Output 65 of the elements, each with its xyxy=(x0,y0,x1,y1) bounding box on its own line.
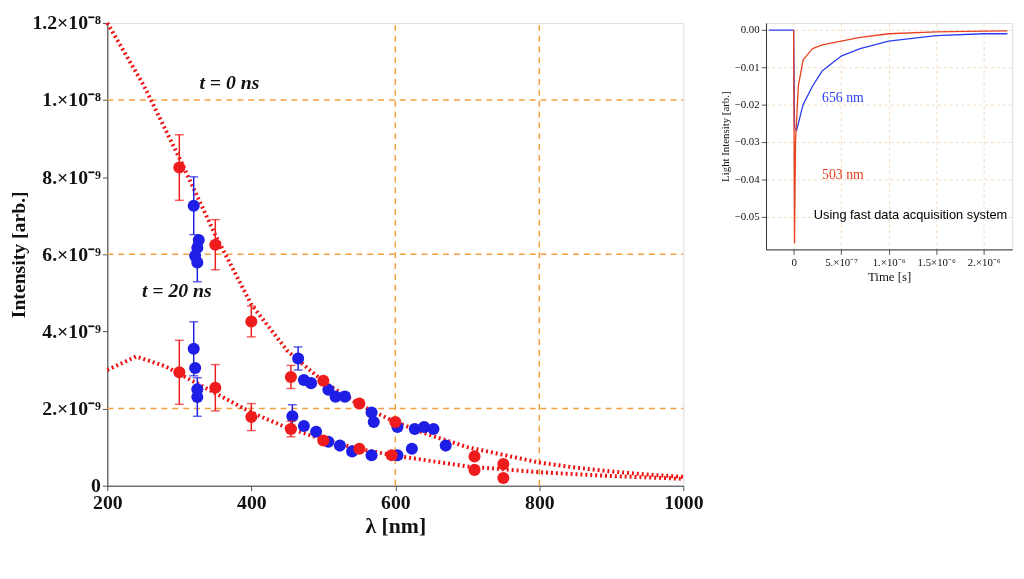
x-tick-label: 1.×10⁻⁶ xyxy=(872,255,906,268)
y-tick-label: 8.×10⁻⁹ xyxy=(42,165,102,188)
point xyxy=(367,416,380,429)
y-tick-label: 0 xyxy=(91,474,102,497)
y-tick-label: 1.×10⁻⁸ xyxy=(42,88,102,111)
point xyxy=(497,471,510,485)
y-tick-label: −0.05 xyxy=(734,210,760,223)
x-tick-label: 0 xyxy=(791,255,797,268)
point xyxy=(418,421,431,434)
y-tick-label: 0.00 xyxy=(740,23,760,36)
series-label: 503 nm xyxy=(822,166,865,182)
point xyxy=(389,416,402,429)
line-series xyxy=(792,29,1009,244)
point xyxy=(310,425,323,438)
point xyxy=(286,410,299,423)
point xyxy=(305,377,318,390)
point xyxy=(209,238,222,251)
point xyxy=(189,362,202,375)
y-tick-label: 1.2×10⁻⁸ xyxy=(32,11,102,34)
y-tick-label: 4.×10⁻⁹ xyxy=(42,319,102,342)
point xyxy=(209,381,222,394)
point xyxy=(297,419,310,432)
x-tick-label: 1000 xyxy=(664,490,704,513)
x-tick-label: 1.5×10⁻⁶ xyxy=(917,255,956,268)
point xyxy=(317,434,330,447)
point xyxy=(468,450,481,463)
point xyxy=(439,439,452,452)
x-tick-label: 2.×10⁻⁶ xyxy=(967,255,1001,268)
y-tick-label: −0.03 xyxy=(734,135,760,148)
y-axis-title: Intensity [arb.] xyxy=(6,191,29,319)
x-axis-title: λ [nm] xyxy=(365,514,427,539)
point xyxy=(353,397,366,410)
point xyxy=(173,366,186,379)
point xyxy=(427,423,440,436)
series-label: 656 nm xyxy=(822,90,865,106)
x-axis-title: Time [s] xyxy=(867,270,912,285)
point xyxy=(365,449,378,462)
x-tick-label: 800 xyxy=(525,490,555,513)
point xyxy=(385,449,398,462)
y-tick-label: −0.02 xyxy=(734,98,760,111)
annotation: t = 0 ns xyxy=(199,71,260,94)
point xyxy=(191,256,204,269)
x-tick-label: 400 xyxy=(237,490,267,513)
point xyxy=(187,342,200,355)
point xyxy=(497,458,510,471)
point xyxy=(353,442,366,455)
x-tick-label: 5.×10⁻⁷ xyxy=(825,255,859,268)
y-tick-label: 6.×10⁻⁹ xyxy=(42,242,102,265)
point xyxy=(245,411,258,424)
x-tick-label: 600 xyxy=(381,490,411,513)
y-tick-label: −0.04 xyxy=(734,172,761,185)
point xyxy=(292,352,305,365)
point xyxy=(245,315,258,328)
y-tick-label: 2.×10⁻⁹ xyxy=(42,396,102,419)
y-tick-label: −0.01 xyxy=(734,60,760,73)
point xyxy=(173,161,186,174)
point xyxy=(187,199,200,212)
point xyxy=(468,463,481,476)
point xyxy=(405,442,418,455)
point xyxy=(317,374,330,387)
annotation: Using fast data acquisition system xyxy=(813,207,1008,223)
annotation: t = 20 ns xyxy=(141,279,212,302)
point xyxy=(284,370,297,383)
y-axis-title: Light Intensity [arb.] xyxy=(718,91,731,182)
point xyxy=(333,439,346,452)
